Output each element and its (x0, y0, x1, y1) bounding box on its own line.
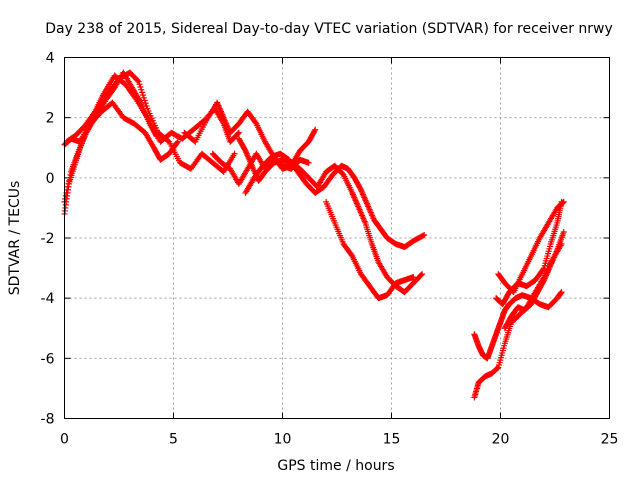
series-sat-b (61, 69, 242, 205)
data-point (66, 174, 73, 181)
series-sat-c (61, 99, 181, 163)
data-point (134, 77, 141, 84)
data-point (64, 183, 71, 190)
data-point (494, 365, 501, 372)
data-point (241, 146, 248, 153)
data-point (165, 137, 172, 144)
x-tick-label: 15 (383, 432, 401, 448)
data-marks (61, 69, 567, 401)
data-point (174, 138, 181, 145)
chart-title: Day 238 of 2015, Sidereal Day-to-day VTE… (45, 21, 613, 37)
data-point (137, 83, 144, 90)
data-point (235, 129, 242, 136)
data-point (419, 271, 426, 278)
y-axis-label: SDTVAR / TECUs (7, 181, 23, 296)
data-point (312, 126, 319, 133)
data-point (560, 198, 567, 205)
x-tick-label: 0 (60, 432, 69, 448)
data-point (421, 231, 428, 238)
data-point (420, 232, 427, 239)
data-point (558, 289, 565, 296)
data-point (64, 186, 71, 193)
plot-frame (64, 57, 610, 419)
x-tick-label: 20 (492, 432, 510, 448)
gridlines (64, 57, 610, 419)
data-point (67, 171, 74, 178)
data-point (66, 177, 73, 184)
series-sat-n (501, 228, 567, 332)
data-point (231, 150, 238, 157)
x-tick-label: 5 (169, 432, 178, 448)
series-sat-h (242, 150, 428, 251)
x-axis-label: GPS time / hours (277, 458, 394, 474)
series-sat-f (209, 150, 312, 187)
data-point (305, 159, 312, 166)
data-point (494, 364, 501, 371)
y-tick-labels: -8 -6 -4 -2 0 2 4 (41, 51, 55, 428)
y-tick-label: -2 (41, 231, 55, 247)
data-point (252, 119, 259, 126)
series-sat-i (323, 198, 417, 302)
series-sat-m (495, 198, 567, 296)
y-tick-label: -8 (41, 412, 55, 428)
series-sat-d (63, 72, 160, 145)
data-point (135, 78, 142, 85)
data-point (540, 278, 547, 285)
data-point (235, 130, 242, 137)
data-point (560, 199, 567, 206)
data-point (139, 92, 146, 99)
series-sat-g (235, 135, 426, 296)
data-point (142, 100, 149, 107)
x-tick-label: 25 (601, 432, 619, 448)
y-tick-label: -4 (41, 291, 55, 307)
data-point (62, 192, 69, 199)
y-tick-label: 0 (46, 171, 55, 187)
data-point (418, 272, 425, 279)
data-point (141, 97, 148, 104)
data-point (138, 86, 145, 93)
data-point (173, 139, 180, 146)
data-point (153, 132, 160, 139)
data-point (410, 274, 417, 281)
data-point (143, 102, 150, 109)
data-point (560, 228, 567, 235)
x-tick-labels: 0 5 10 15 20 25 (60, 432, 618, 448)
data-point (140, 94, 147, 101)
x-tick-label: 10 (274, 432, 292, 448)
data-point (139, 89, 146, 96)
data-point (136, 81, 143, 88)
data-point (348, 251, 355, 258)
data-point (559, 200, 566, 207)
data-point (540, 266, 547, 273)
data-point (65, 180, 72, 187)
y-tick-label: 4 (46, 51, 55, 67)
data-point (62, 195, 69, 202)
data-point (357, 185, 364, 192)
y-tick-label: 2 (46, 111, 55, 127)
data-point (311, 127, 318, 134)
y-tick-label: -6 (41, 351, 55, 367)
series-sat-j (471, 289, 565, 362)
